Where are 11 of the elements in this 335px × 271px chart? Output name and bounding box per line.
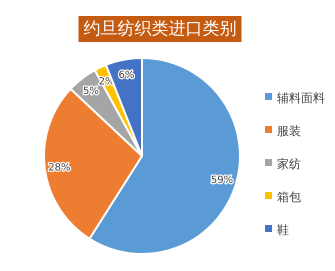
legend-label: 服装 [277,124,301,138]
legend-label: 鞋 [277,223,289,237]
data-label: 59% [210,175,234,186]
data-label: 28% [48,162,70,174]
title: 约旦纺织类进口类别 [78,16,242,42]
legend-label: 家纺 [277,157,301,171]
data-label: 5% [83,86,99,98]
chart-title: 约旦纺织类进口类别 [84,19,236,39]
data-label: 6% [118,70,134,82]
legend-label: 箱包 [277,190,301,204]
legend-label: 辅料面料 [277,91,325,105]
